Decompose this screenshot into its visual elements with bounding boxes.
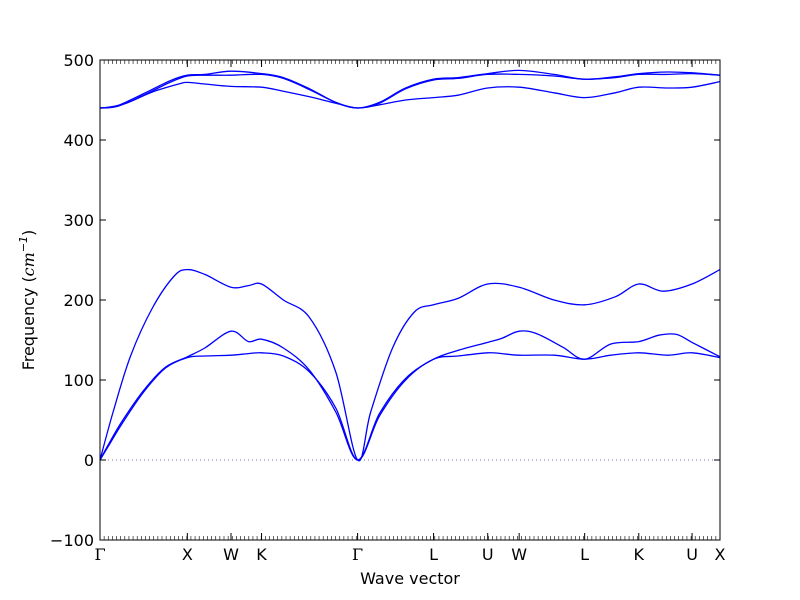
band-line-5 (99, 69, 721, 109)
x-tick-label: W (511, 545, 527, 564)
x-tick-label: U (686, 545, 698, 564)
y-tick-label: 100 (63, 371, 94, 390)
x-tick-label: Γ (94, 545, 105, 564)
y-axis-label-exponent: −1 (17, 236, 30, 252)
x-tick-label: X (182, 545, 193, 564)
y-axis-label-main: Frequency ( (19, 276, 38, 370)
y-tick-label: 0 (84, 451, 94, 470)
series-layer (99, 69, 721, 462)
ticks-layer (99, 59, 721, 541)
y-tick-labels: −100 0 100 200 300 400 500 (50, 51, 94, 550)
y-tick-label: 200 (63, 291, 94, 310)
x-tick-label: K (256, 545, 267, 564)
y-axis-label-close: ) (19, 230, 38, 236)
band-line-3 (99, 268, 721, 462)
plot-frame (99, 59, 721, 541)
y-axis-label-unit: cm (19, 252, 38, 276)
y-tick-label: 400 (63, 131, 94, 150)
y-tick-label: 300 (63, 211, 94, 230)
x-tick-label: L (580, 545, 589, 564)
x-tick-label: Γ (352, 545, 363, 564)
y-tick-label: 500 (63, 51, 94, 70)
x-tick-label: X (715, 545, 726, 564)
x-axis-label: Wave vector (360, 569, 460, 588)
band-line-2 (99, 330, 721, 461)
x-tick-label: U (482, 545, 494, 564)
band-line-6 (99, 72, 721, 109)
x-tick-label: W (223, 545, 239, 564)
y-tick-label: −100 (50, 531, 94, 550)
x-tick-label: K (634, 545, 645, 564)
x-tick-label: L (429, 545, 438, 564)
y-axis-label: Frequency (cm−1) (17, 230, 38, 371)
